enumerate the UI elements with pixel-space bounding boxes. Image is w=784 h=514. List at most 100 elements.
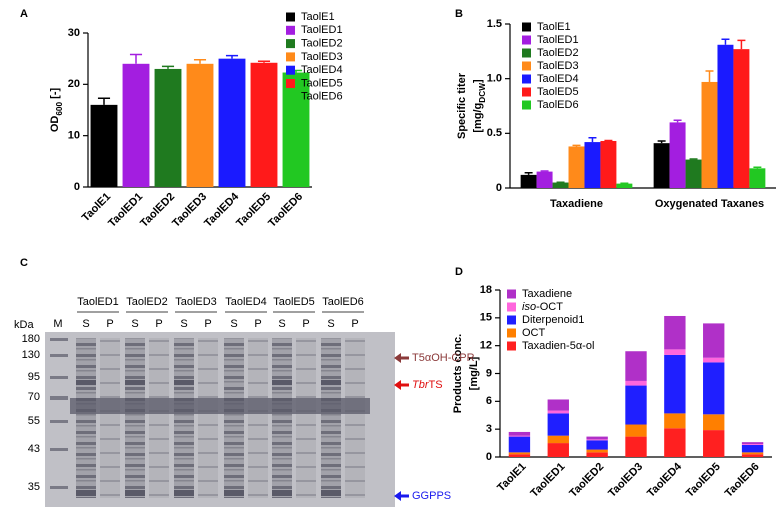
x-tick-label: TaolED4 [645,460,685,500]
bar-segment [703,323,725,358]
error-bar [524,171,533,175]
bar-segment [664,349,686,355]
legend-swatch [522,48,531,58]
legend-label: TaolED6 [301,91,343,103]
bar [653,143,670,188]
legend-label: TaolED5 [537,86,579,98]
text-piece: Products conc. [452,334,464,413]
x-tick-label: TaolED3 [606,461,645,500]
unit-label: kDa [14,319,34,331]
bar [584,142,601,188]
lane-group-label: TaolED1 [77,296,119,308]
bar-segment [508,436,531,453]
y-axis-label: [mg/L] [468,356,480,390]
y-tick-label: 12 [480,340,492,352]
bar [717,44,734,189]
text-piece: [mg/g [472,103,484,133]
ladder-label: 35 [28,481,40,493]
bar-segment [586,440,608,450]
bar-segment [547,410,569,414]
bar-segment [625,436,647,457]
bar [616,183,633,188]
ladder-label: 43 [28,443,40,455]
legend-swatch [286,65,295,75]
marker-lane-label: M [53,318,62,330]
x-tick-label: TaolED6 [266,191,305,230]
bar [250,62,278,188]
legend-label: TaolE1 [301,11,335,23]
x-tick-label: TaolED2 [567,461,606,500]
y-tick-label: 15 [480,312,492,324]
legend-label: TaolED3 [301,51,343,63]
band-annotation: T5αOH-CPR [412,352,475,364]
x-tick-label: TaolED6 [723,461,762,500]
x-tick-label: Oxygenated Taxanes [655,198,764,210]
y-axis-label: Products conc. [452,334,464,413]
bar [749,168,766,188]
legend-label: TaolED1 [301,24,343,36]
legend-label: TaolED1 [537,34,579,46]
ladder-label: 70 [28,391,40,403]
bar-segment [741,442,764,445]
legend-swatch [286,25,295,35]
error-bar [161,65,175,69]
bar [568,146,585,188]
y-axis-label: Specific titer [456,72,468,139]
x-tick-label: TaolE1 [495,461,528,494]
lane-group-label: TaolED4 [225,296,267,308]
bar-segment [625,351,647,381]
bar [600,140,617,188]
text-piece: Taxadien-5α-ol [522,340,594,352]
y-tick-label: 18 [480,284,492,296]
x-tick-label: TaolED5 [234,191,273,230]
error-bar [129,53,143,64]
bar-segment [664,315,686,350]
bar-segment [625,380,647,386]
error-bar [604,139,613,142]
text-piece: OCT [522,327,546,339]
bar [520,174,537,188]
error-bar [588,136,597,143]
y-tick-label: 1.0 [487,73,502,85]
legend-swatch [507,341,516,351]
lane-label: S [327,318,334,330]
y-axis-label: OD600 [-] [49,88,64,133]
bar-segment [741,454,764,457]
legend-label: TaolED2 [537,47,579,59]
y-tick-label: 6 [486,395,492,407]
panel-label: D [455,266,463,278]
error-bar [753,166,762,169]
bar-segment [547,413,569,436]
x-tick-label: Taxadiene [550,198,603,210]
panel-label: C [20,257,28,269]
legend-swatch [507,328,516,338]
legend-swatch [522,74,531,84]
ladder-label: 180 [22,333,40,345]
text-piece: TS [429,379,443,391]
lane-label: P [302,318,309,330]
x-tick-label: TaolED3 [170,191,209,230]
bar [90,104,118,187]
y-tick-label: 0.5 [487,127,502,139]
lane-label: S [278,318,285,330]
bar-segment [741,444,764,445]
gel-image [45,311,409,507]
text-piece: Tbr [412,379,430,391]
legend-label: OCT [522,327,546,339]
bar-segment [664,428,686,457]
bar [685,159,702,188]
bar-segment [547,399,569,411]
legend-swatch [522,87,531,97]
text-piece: T5αOH-CPR [412,352,475,364]
bar-segment [703,430,725,457]
legend-swatch [286,52,295,62]
bar-segment [703,362,725,415]
error-bar [721,38,730,45]
y-tick-label: 0 [74,181,80,193]
legend-swatch [522,61,531,71]
band-annotation: TbrTS [412,379,443,391]
panel-label: A [20,8,28,20]
y-axis-label: [mg/gDCW] [472,79,487,133]
bar [282,72,310,187]
